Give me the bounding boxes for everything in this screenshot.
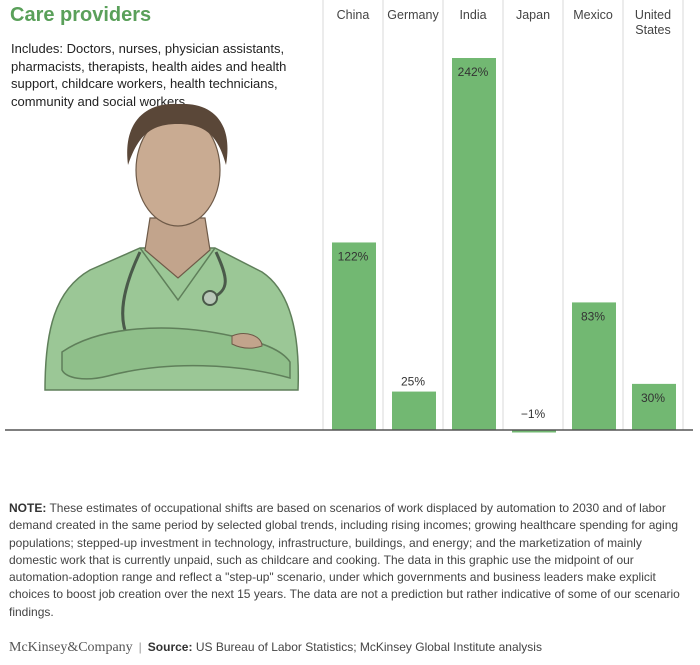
footer: McKinsey&Company | Source: US Bureau of La… [9, 640, 691, 656]
note: NOTE: These estimates of occupational sh… [9, 500, 691, 621]
category-label-germany: Germany [387, 8, 439, 22]
category-label-mexico: Mexico [573, 8, 613, 22]
category-labels: China Germany India Japan Mexico United States [337, 8, 671, 37]
value-label-china: 122% [338, 249, 369, 263]
illustration-hand [231, 333, 263, 349]
value-label-india: 242% [458, 65, 489, 79]
illustration-hair [127, 103, 228, 165]
value-labels: 122% 25% 242% −1% 83% 30% [338, 65, 666, 421]
illustration-stethoscope-bell [202, 290, 218, 306]
bar-mexico [572, 302, 616, 430]
bar-chart: 122% 25% 242% −1% 83% 30% China Germany India Ja… [5, 0, 693, 433]
value-label-japan: −1% [521, 407, 546, 421]
value-label-germany: 25% [401, 375, 425, 389]
source-label: Source: [147, 640, 193, 654]
chart-title: Care providers [10, 4, 152, 26]
bar-japan [512, 430, 556, 433]
value-label-mexico: 83% [581, 309, 605, 323]
chart-subtitle: Includes: Doctors, nurses, physician ass… [11, 41, 287, 109]
footer-separator: | [138, 640, 142, 654]
category-label-india: India [459, 8, 486, 22]
bars [332, 58, 676, 433]
bar-united-states [632, 383, 676, 430]
note-label: NOTE: [9, 501, 47, 515]
category-label-japan: Japan [516, 8, 550, 22]
column-dividers [322, 0, 684, 430]
brand-logo: McKinsey&Company [9, 640, 133, 655]
bar-india [452, 58, 496, 430]
note-text: These estimates of occupational shifts a… [9, 501, 680, 619]
care-provider-illustration [44, 103, 300, 391]
category-label-china: China [337, 8, 370, 22]
illustration-v-collar [139, 247, 216, 302]
bar-china [332, 242, 376, 430]
bar-germany [392, 391, 436, 430]
value-label-united-states: 30% [641, 391, 665, 405]
category-label-united-states: United States [635, 8, 671, 37]
source-text: US Bureau of Labor Statistics; McKinsey … [195, 640, 542, 654]
